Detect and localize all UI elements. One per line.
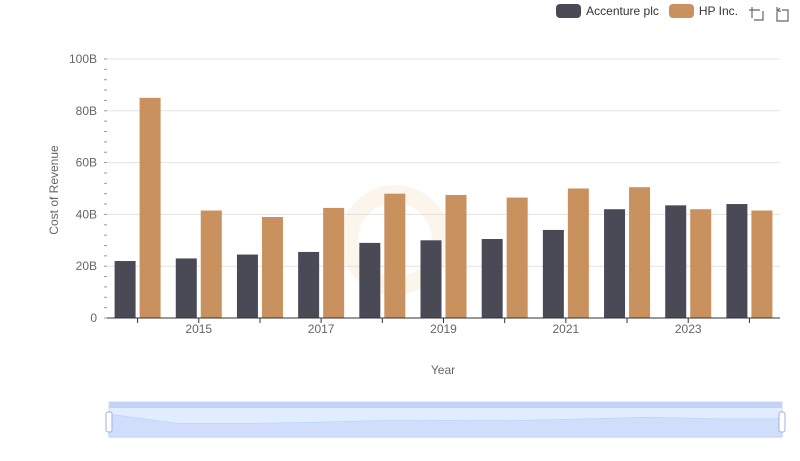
- y-tick-label: 100B: [69, 52, 97, 66]
- y-axis-minor-ticks: [104, 58, 107, 319]
- bar: [359, 242, 381, 318]
- zoom-handle-left[interactable]: [105, 411, 113, 433]
- bar: [751, 210, 773, 318]
- data-zoom-slider[interactable]: [105, 401, 786, 438]
- bar-series: [114, 97, 773, 318]
- bar: [567, 188, 589, 318]
- restore-icon[interactable]: [774, 6, 790, 22]
- legend-item-accenture[interactable]: Accenture plc: [556, 4, 659, 18]
- x-axis-title: Year: [431, 363, 455, 377]
- y-tick-label: 0: [90, 311, 97, 325]
- bar: [445, 194, 467, 318]
- bar: [261, 216, 283, 318]
- legend-swatch-accenture: [556, 4, 582, 18]
- bar: [629, 187, 651, 318]
- x-tick-label: 2017: [308, 322, 335, 336]
- zoom-move-bar[interactable]: [109, 402, 782, 408]
- chart-legend: Accenture plc HP Inc.: [556, 4, 738, 18]
- y-tick-label: 40B: [76, 207, 97, 221]
- bar: [139, 97, 161, 318]
- zoom-icon[interactable]: [748, 6, 764, 22]
- y-axis-title: Cost of Revenue: [47, 145, 61, 235]
- x-tick-label: 2019: [430, 322, 457, 336]
- bar: [481, 239, 503, 318]
- x-tick-label: 2021: [553, 322, 580, 336]
- bar: [200, 210, 222, 318]
- bar: [114, 261, 136, 318]
- bar: [726, 204, 748, 318]
- bar: [384, 193, 406, 318]
- bar: [236, 254, 258, 318]
- bar: [665, 205, 687, 318]
- x-axis-ticks: 2015 2017 2019 2021 2023: [137, 318, 750, 336]
- x-tick-label: 2015: [185, 322, 212, 336]
- legend-item-hp[interactable]: HP Inc.: [668, 4, 738, 18]
- y-tick-label: 20B: [76, 259, 97, 273]
- bar: [323, 207, 345, 318]
- y-tick-label: 60B: [76, 156, 97, 170]
- bar: [690, 209, 712, 318]
- bar: [604, 209, 626, 318]
- zoom-handle-right[interactable]: [778, 411, 786, 433]
- legend-label-accenture: Accenture plc: [586, 4, 659, 18]
- legend-swatch-hp: [668, 4, 694, 18]
- bar: [298, 251, 320, 318]
- y-axis-labels: 0 20B 40B 60B 80B 100B: [69, 52, 97, 325]
- bar: [420, 240, 442, 318]
- bar: [175, 258, 197, 318]
- x-tick-label: 2023: [675, 322, 702, 336]
- bar: [542, 229, 564, 318]
- bar: [506, 197, 528, 318]
- y-tick-label: 80B: [76, 104, 97, 118]
- chart-toolbox: [748, 6, 790, 22]
- legend-label-hp: HP Inc.: [698, 4, 738, 18]
